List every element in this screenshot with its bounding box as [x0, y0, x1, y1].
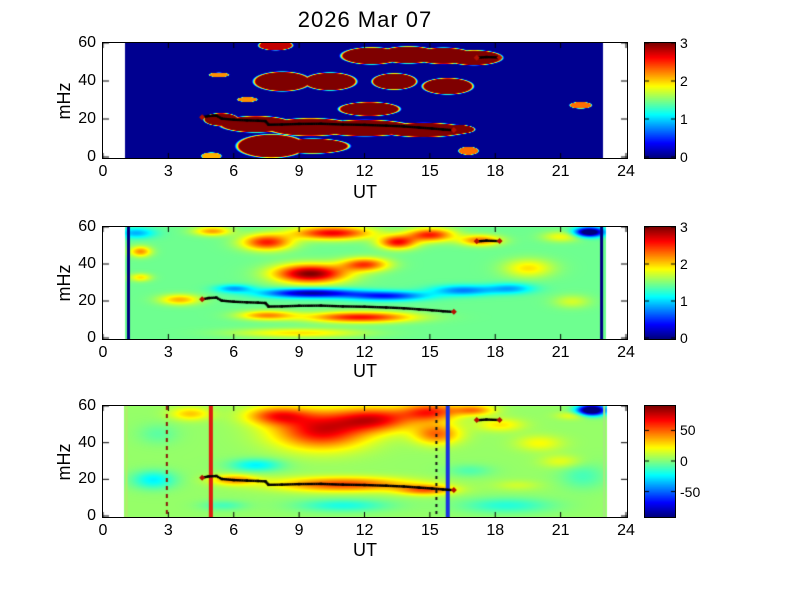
x-tick-label: 9: [294, 522, 304, 539]
colorbar-tick-label: 2: [680, 256, 688, 272]
x-tick-label: 24: [617, 344, 635, 361]
spectrogram-canvas-1: [103, 43, 627, 158]
colorbar-tick-label: -50: [680, 483, 701, 500]
y-tick-label: 20: [78, 110, 96, 127]
x-tick-label: 9: [294, 163, 304, 180]
y-tick-label: 20: [78, 470, 96, 488]
y-tick-label: 0: [87, 507, 96, 524]
x-tick-label: 6: [229, 163, 239, 180]
colorbar-2: [644, 226, 676, 340]
x-tick-label: 12: [355, 522, 374, 539]
x-tick-label: 15: [420, 344, 439, 361]
spectrogram-canvas-2: [103, 227, 627, 339]
x-tick-label: 0: [98, 522, 108, 539]
y-tick-label: 0: [87, 148, 96, 165]
x-tick-label: 3: [163, 344, 173, 361]
y-tick-label: 40: [78, 255, 96, 272]
y-tick-label: 60: [78, 34, 96, 51]
x-axis-label-2: UT: [353, 361, 377, 381]
x-tick-label: 0: [98, 344, 108, 361]
x-axis-label-3: UT: [353, 540, 377, 560]
x-tick-label: 12: [355, 344, 374, 361]
spectrogram-panel-3: [102, 405, 628, 518]
spectrogram-panel-1: [102, 42, 628, 159]
x-tick-label: 15: [420, 522, 439, 539]
x-tick-label: 3: [163, 522, 173, 539]
x-tick-label: 24: [617, 163, 635, 180]
x-tick-label: 21: [551, 522, 570, 539]
x-tick-label: 9: [294, 344, 304, 361]
y-tick-label: 40: [78, 72, 96, 89]
colorbar-3: [644, 405, 676, 518]
x-tick-label: 18: [486, 522, 505, 539]
y-tick-label: 40: [78, 433, 96, 451]
colorbar-tick-label: 1: [680, 111, 688, 127]
spectrogram-canvas-3: [103, 406, 627, 517]
chart-title: 2026 Mar 07: [297, 7, 433, 32]
y-tick-label: 20: [78, 292, 96, 309]
x-tick-label: 15: [420, 163, 439, 180]
x-tick-label: 6: [229, 344, 239, 361]
colorbar-tick-label: 0: [680, 330, 688, 346]
colorbar-canvas-2: [645, 227, 675, 339]
x-tick-label: 18: [486, 163, 505, 180]
colorbar-tick-label: 3: [680, 219, 688, 235]
x-tick-label: 21: [551, 344, 570, 361]
y-tick-label: 60: [78, 218, 96, 235]
colorbar-tick-label: 0: [680, 453, 688, 469]
x-tick-label: 24: [617, 522, 635, 539]
x-tick-label: 6: [229, 522, 239, 539]
x-tick-label: 21: [551, 163, 570, 180]
x-axis-label-1: UT: [353, 182, 377, 202]
spectrogram-panel-2: [102, 226, 628, 340]
x-tick-label: 0: [98, 163, 108, 180]
colorbar-1: [644, 42, 676, 159]
colorbar-tick-label: 0: [680, 149, 688, 165]
colorbar-canvas-3: [645, 406, 675, 517]
x-tick-label: 12: [355, 163, 374, 180]
colorbar-tick-label: 50: [680, 422, 696, 439]
colorbar-tick-label: 2: [680, 73, 688, 89]
y-tick-label: 0: [87, 329, 96, 346]
colorbar-tick-label: 1: [680, 293, 688, 309]
colorbar-tick-label: 3: [680, 35, 688, 51]
y-tick-label: 60: [78, 397, 96, 414]
x-tick-label: 3: [163, 163, 173, 180]
colorbar-canvas-1: [645, 43, 675, 158]
x-tick-label: 18: [486, 344, 505, 361]
